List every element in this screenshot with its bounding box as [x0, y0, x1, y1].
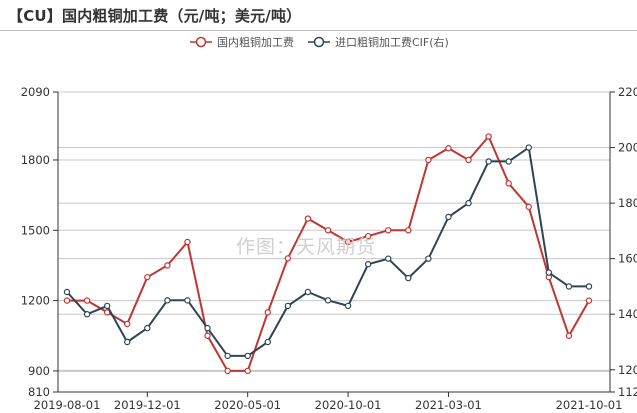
data-point[interactable] — [585, 297, 593, 304]
y-tick-label-right: 220 — [618, 85, 637, 99]
data-point[interactable] — [344, 302, 352, 310]
legend-marker-import-icon — [308, 36, 330, 48]
x-tick-label: 2021-03-01 — [415, 398, 482, 412]
x-tick-label: 2019-12-01 — [114, 398, 181, 412]
data-point[interactable] — [405, 227, 412, 234]
legend-item-domestic[interactable]: 国内粗铜加工费 — [190, 34, 294, 50]
data-point[interactable] — [164, 262, 171, 269]
data-point[interactable] — [244, 367, 251, 375]
data-point[interactable] — [364, 261, 372, 268]
data-point[interactable] — [505, 180, 512, 187]
x-tick-label: 2020-05-01 — [214, 398, 281, 412]
data-point[interactable] — [124, 320, 131, 328]
watermark: 作图：天风期货 — [236, 236, 377, 258]
y-tick-label-right: 160 — [618, 252, 637, 266]
y-tick-label-right: 180 — [618, 196, 637, 210]
y-tick-label-left: 1200 — [21, 294, 50, 308]
data-point[interactable] — [284, 302, 292, 310]
y-tick-label-right: 200 — [618, 141, 637, 155]
data-point[interactable] — [224, 367, 231, 375]
data-point[interactable] — [505, 158, 512, 165]
y-tick-label-left: 810 — [28, 385, 50, 399]
data-point[interactable] — [63, 297, 71, 304]
data-point[interactable] — [304, 215, 312, 222]
legend: 国内粗铜加工费 进口粗铜加工费CIF(右) — [190, 34, 449, 50]
data-point[interactable] — [304, 288, 312, 296]
y-tick-label-left: 1500 — [21, 223, 50, 237]
data-point[interactable] — [364, 232, 372, 240]
y-tick-label-left: 900 — [28, 364, 50, 378]
data-point[interactable] — [445, 213, 452, 221]
data-point[interactable] — [144, 324, 151, 332]
data-point[interactable] — [184, 238, 191, 246]
data-point[interactable] — [565, 332, 573, 339]
data-point[interactable] — [124, 338, 131, 346]
data-point[interactable] — [545, 269, 553, 276]
data-point[interactable] — [445, 145, 452, 152]
data-point[interactable] — [565, 283, 573, 290]
data-point[interactable] — [465, 156, 472, 164]
data-point[interactable] — [385, 255, 392, 262]
data-point[interactable] — [184, 297, 191, 304]
x-tick-label: 2020-10-01 — [315, 398, 382, 412]
data-point[interactable] — [284, 255, 292, 262]
data-point[interactable] — [164, 297, 171, 304]
data-point[interactable] — [324, 227, 332, 234]
y-tick-label-right: 120 — [618, 363, 637, 377]
data-point[interactable] — [264, 338, 271, 346]
data-point[interactable] — [405, 274, 412, 282]
legend-item-import[interactable]: 进口粗铜加工费CIF(右) — [308, 34, 449, 50]
data-point[interactable] — [525, 203, 532, 211]
data-point[interactable] — [144, 273, 151, 281]
data-point[interactable] — [425, 255, 432, 262]
data-point[interactable] — [385, 227, 392, 234]
x-tick-label: 2019-08-01 — [34, 398, 101, 412]
data-point[interactable] — [485, 133, 492, 140]
data-point[interactable] — [585, 283, 593, 290]
y-tick-label-right: 112 — [618, 385, 637, 399]
data-point[interactable] — [344, 238, 352, 246]
data-point[interactable] — [224, 352, 231, 360]
data-point[interactable] — [204, 332, 211, 339]
data-point[interactable] — [103, 302, 111, 310]
data-point[interactable] — [485, 158, 492, 165]
data-point[interactable] — [83, 297, 91, 304]
x-tick-label: 2021-10-01 — [556, 398, 623, 412]
legend-label-domestic: 国内粗铜加工费 — [217, 36, 294, 49]
data-point[interactable] — [525, 144, 532, 151]
data-point[interactable] — [83, 311, 91, 318]
data-point[interactable] — [204, 324, 211, 332]
y-tick-label-left: 2090 — [21, 85, 50, 99]
data-point[interactable] — [465, 199, 472, 207]
legend-marker-domestic-icon — [190, 36, 212, 48]
y-tick-label-left: 1800 — [21, 153, 50, 167]
y-tick-label-right: 140 — [618, 307, 637, 321]
legend-label-import: 进口粗铜加工费CIF(右) — [335, 36, 449, 49]
data-point[interactable] — [324, 297, 332, 304]
data-point[interactable] — [264, 309, 271, 316]
data-point[interactable] — [425, 156, 432, 164]
title-divider — [0, 30, 637, 31]
data-point[interactable] — [244, 352, 251, 360]
data-point[interactable] — [63, 288, 71, 296]
chart-title: 【CU】国内粗铜加工费（元/吨；美元/吨） — [8, 7, 302, 25]
